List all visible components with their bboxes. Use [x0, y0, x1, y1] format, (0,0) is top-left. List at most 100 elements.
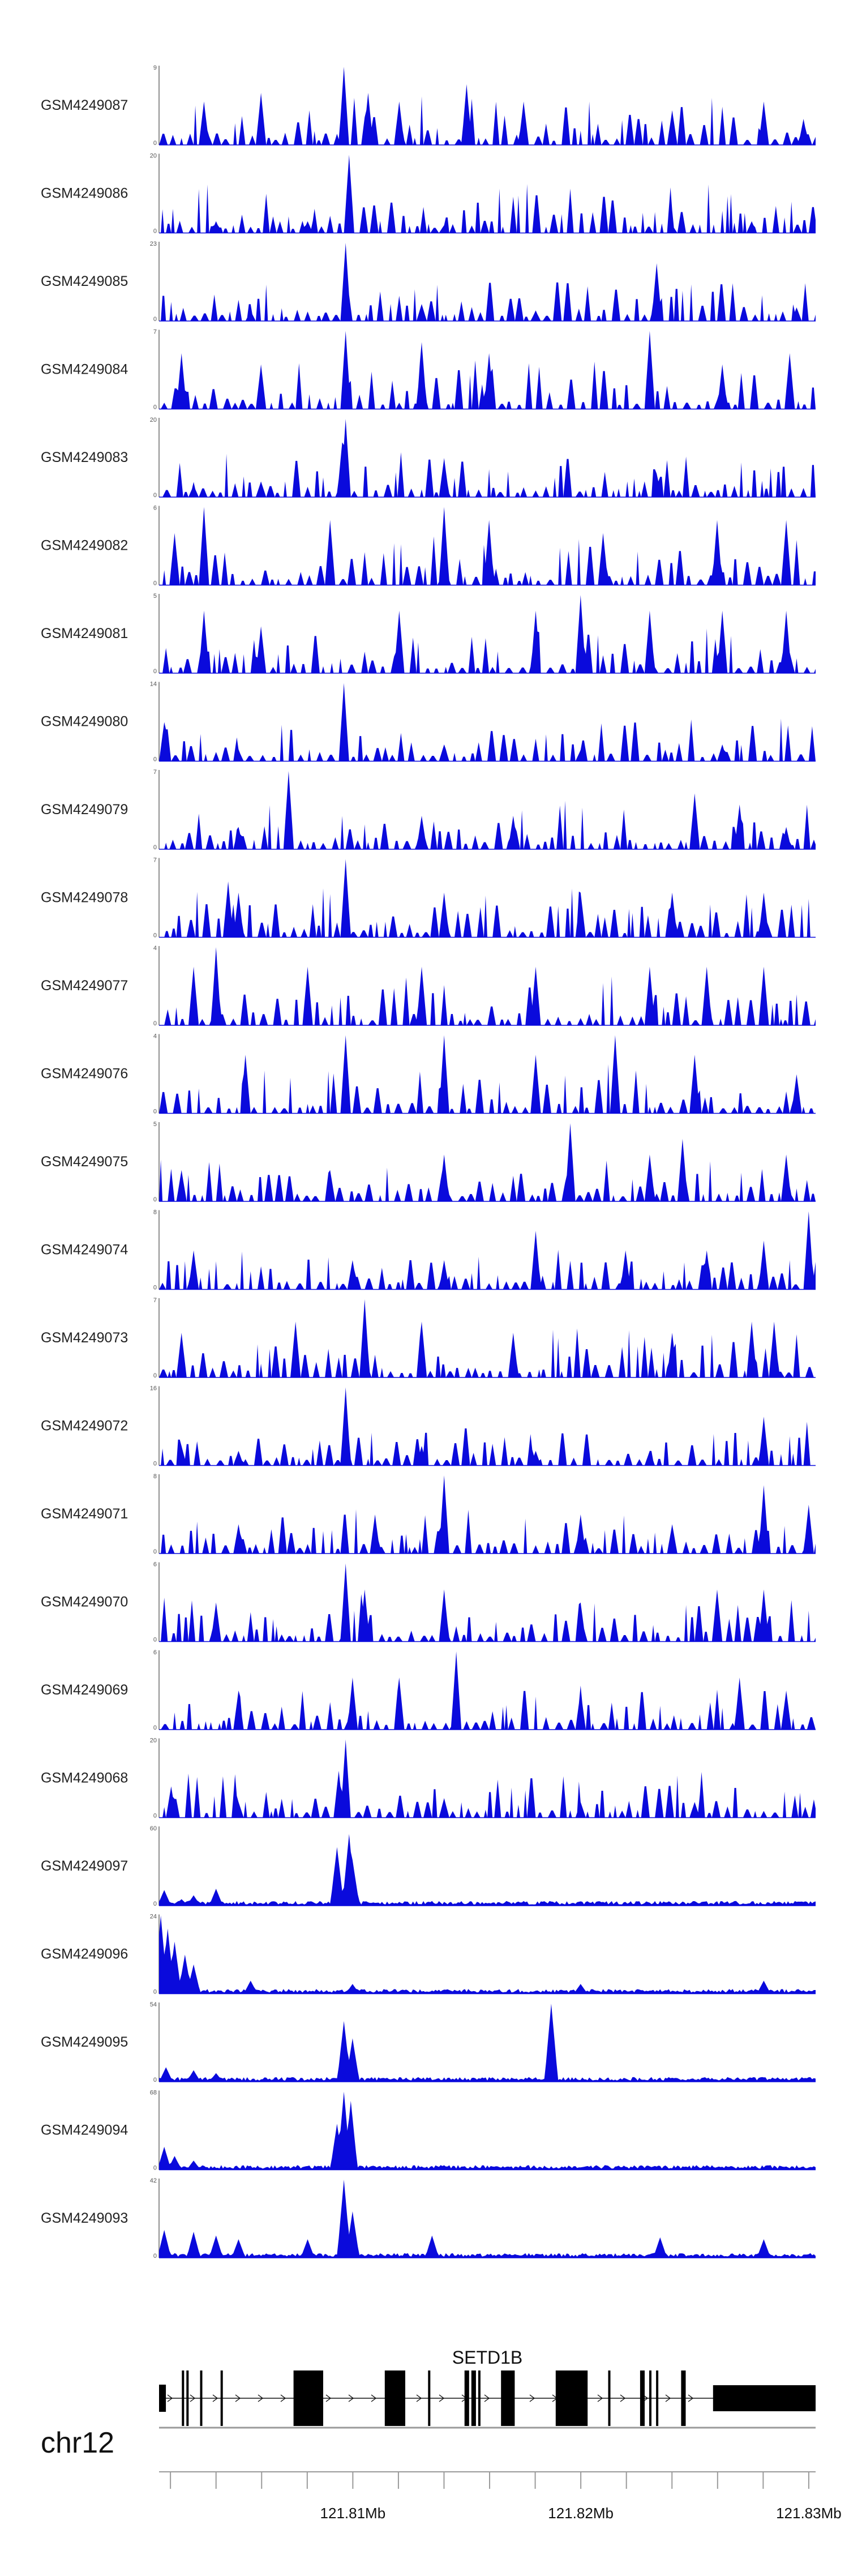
track-ymax-label: 24 [150, 1914, 157, 1920]
track-GSM4249084: GSM4249084 7 0 [41, 329, 816, 411]
track-ymax-label: 8 [153, 1209, 157, 1216]
coverage-area [159, 155, 816, 233]
track-ymax-label: 7 [153, 329, 157, 336]
track-ymin-label: 0 [153, 1901, 157, 1907]
track-GSM4249072: GSM4249072 16 0 [41, 1385, 816, 1467]
track-ymin-label: 0 [153, 1461, 157, 1467]
strand-arrow [258, 2394, 264, 2402]
track-ymax-label: 9 [153, 65, 157, 71]
track-GSM4249082: GSM4249082 6 0 [41, 505, 816, 587]
track-ymin-label: 0 [153, 1637, 157, 1644]
coverage-area [159, 1211, 816, 1290]
strand-arrow [348, 2394, 354, 2402]
gene-exon [428, 2370, 431, 2426]
axis-tick-label: 121.82Mb [548, 2505, 614, 2522]
track-label: GSM4249073 [41, 1330, 128, 1346]
gene-exon [608, 2370, 611, 2426]
track-label: GSM4249076 [41, 1066, 128, 1082]
track-ymin-label: 0 [153, 668, 157, 675]
strand-arrow [665, 2394, 671, 2402]
coverage-area [159, 947, 816, 1025]
track-label: GSM4249097 [41, 1858, 128, 1874]
coverage-area [159, 595, 816, 673]
track-ymin-label: 0 [153, 1548, 157, 1555]
track-ymax-label: 5 [153, 593, 157, 600]
track-ymax-label: 6 [153, 1649, 157, 1656]
coverage-area [159, 1915, 816, 1994]
coverage-area [159, 67, 816, 145]
strand-arrow [597, 2394, 603, 2402]
gene-exon [384, 2370, 405, 2426]
track-label: GSM4249075 [41, 1154, 128, 1170]
track-ymax-label: 7 [153, 769, 157, 776]
track-label: GSM4249068 [41, 1770, 128, 1786]
strand-arrow [325, 2394, 332, 2402]
track-label: GSM4249096 [41, 1946, 128, 1962]
track-GSM4249086: GSM4249086 20 0 [41, 153, 816, 235]
chromosome-label: chr12 [41, 2427, 114, 2459]
track-ymax-label: 8 [153, 1473, 157, 1480]
coverage-area [159, 2180, 816, 2258]
axis-tick-label: 121.81Mb [320, 2505, 386, 2522]
track-GSM4249087: GSM4249087 9 0 [41, 65, 816, 147]
coverage-area [159, 419, 816, 497]
track-ymin-label: 0 [153, 844, 157, 851]
track-GSM4249069: GSM4249069 6 0 [41, 1649, 816, 1731]
track-ymin-label: 0 [153, 492, 157, 499]
track-ymin-label: 0 [153, 316, 157, 323]
track-ymax-label: 20 [150, 417, 157, 423]
strand-arrow [235, 2394, 241, 2402]
track-label: GSM4249070 [41, 1594, 128, 1610]
strand-arrow [190, 2394, 196, 2402]
track-ymin-label: 0 [153, 1372, 157, 1379]
track-GSM4249068: GSM4249068 20 0 [41, 1738, 816, 1820]
track-GSM4249093: GSM4249093 42 0 [41, 2177, 816, 2260]
strand-arrow [167, 2394, 173, 2402]
strand-arrow [212, 2394, 218, 2402]
chromosome-axis: chr12 121.81Mb 121.82Mb 121.83Mb [41, 2427, 842, 2522]
track-ymax-label: 20 [150, 153, 157, 160]
track-ymin-label: 0 [153, 932, 157, 939]
track-label: GSM4249077 [41, 978, 128, 994]
track-label: GSM4249095 [41, 2034, 128, 2050]
track-ymax-label: 60 [150, 1825, 157, 1832]
track-label: GSM4249079 [41, 802, 128, 818]
coverage-area [159, 1035, 816, 1114]
track-label: GSM4249074 [41, 1242, 128, 1258]
gene-exons [159, 2370, 816, 2426]
track-GSM4249085: GSM4249085 23 0 [41, 241, 816, 323]
track-ymax-label: 4 [153, 945, 157, 952]
gene-exon [464, 2370, 469, 2426]
track-GSM4249076: GSM4249076 4 0 [41, 1033, 816, 1115]
track-label: GSM4249082 [41, 538, 128, 554]
coverage-area [159, 1651, 816, 1730]
track-ymin-label: 0 [153, 140, 157, 147]
track-ymax-label: 7 [153, 1297, 157, 1304]
coverage-area [159, 1475, 816, 1554]
strand-arrow [416, 2394, 422, 2402]
track-label: GSM4249084 [41, 362, 128, 378]
track-ymin-label: 0 [153, 1813, 157, 1820]
track-ymax-label: 54 [150, 2001, 157, 2008]
coverage-area [159, 1834, 816, 1906]
gene-label: SETD1B [452, 2347, 522, 2368]
track-GSM4249080: GSM4249080 14 0 [41, 681, 816, 763]
coverage-area [159, 507, 816, 585]
gene-exon [501, 2370, 515, 2426]
coverage-area [159, 2091, 816, 2170]
track-ymin-label: 0 [153, 228, 157, 235]
track-ymax-label: 68 [150, 2090, 157, 2096]
track-label: GSM4249083 [41, 450, 128, 465]
strand-arrow [688, 2394, 694, 2402]
axis-tick-label: 121.83Mb [776, 2505, 842, 2522]
track-label: GSM4249069 [41, 1682, 128, 1698]
coverage-area [159, 1299, 816, 1377]
track-ymin-label: 0 [153, 2077, 157, 2083]
track-label: GSM4249086 [41, 186, 128, 202]
track-GSM4249070: GSM4249070 6 0 [41, 1561, 816, 1644]
track-ymin-label: 0 [153, 2253, 157, 2260]
track-ymax-label: 7 [153, 857, 157, 864]
gene-exon [220, 2370, 223, 2426]
track-GSM4249078: GSM4249078 7 0 [41, 857, 816, 939]
